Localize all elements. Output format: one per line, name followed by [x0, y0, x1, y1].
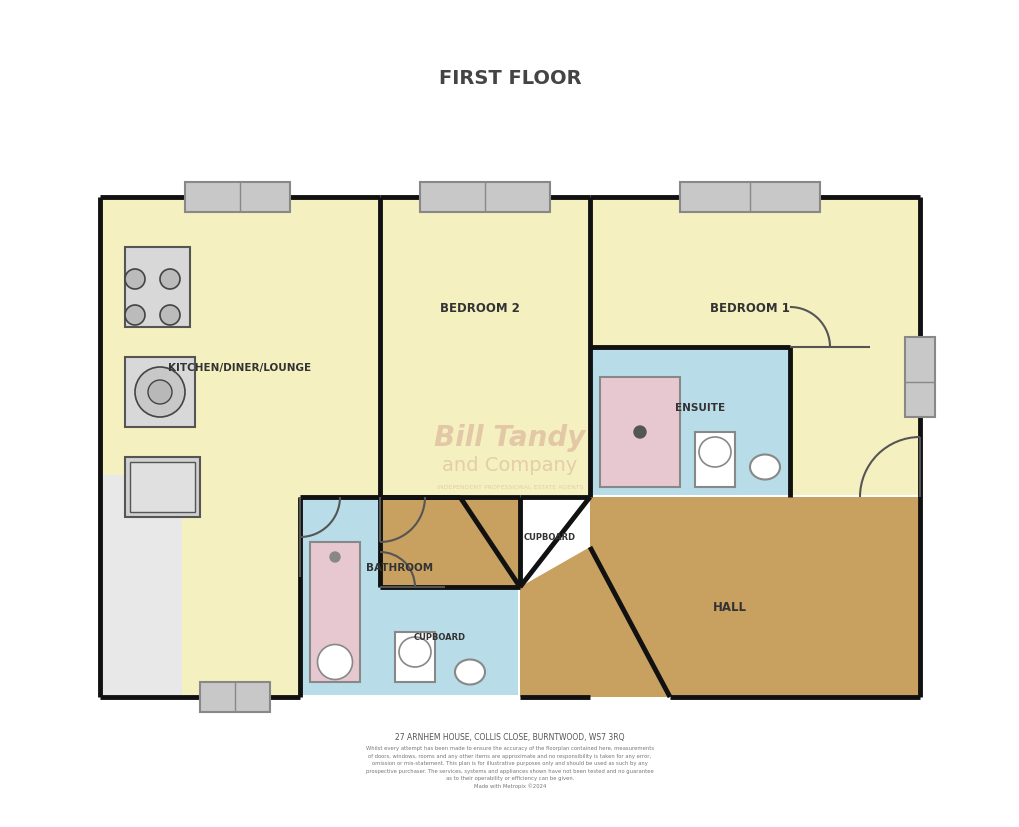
Circle shape	[160, 306, 179, 326]
Bar	[680, 183, 819, 213]
Bar	[694, 433, 735, 487]
Bar	[102, 476, 181, 696]
Text: FIRST FLOOR: FIRST FLOOR	[438, 69, 581, 88]
Bar	[520, 587, 589, 697]
Ellipse shape	[317, 645, 353, 680]
Text: Whilst every attempt has been made to ensure the accuracy of the floorplan conta: Whilst every attempt has been made to en…	[366, 746, 653, 789]
Ellipse shape	[749, 455, 780, 480]
Text: INDEPENDENT PROFESSIONAL ESTATE AGENTS: INDEPENDENT PROFESSIONAL ESTATE AGENTS	[436, 485, 583, 490]
Bar	[904, 337, 934, 418]
Circle shape	[135, 367, 184, 418]
Bar	[125, 357, 195, 428]
Bar	[200, 682, 270, 712]
Circle shape	[125, 270, 145, 289]
Text: CUPBOARD: CUPBOARD	[524, 533, 576, 542]
Text: BATHROOM: BATHROOM	[366, 562, 433, 572]
Bar	[420, 183, 549, 213]
Ellipse shape	[698, 437, 731, 467]
Text: BEDROOM 2: BEDROOM 2	[439, 301, 520, 314]
Bar	[591, 200, 917, 495]
Bar	[125, 457, 200, 518]
Text: BEDROOM 1: BEDROOM 1	[709, 301, 789, 314]
Bar	[310, 543, 360, 682]
Polygon shape	[520, 497, 919, 697]
Circle shape	[330, 552, 339, 562]
Bar	[102, 200, 378, 696]
Bar	[599, 378, 680, 487]
Text: KITCHEN/DINER/LOUNGE: KITCHEN/DINER/LOUNGE	[168, 362, 311, 372]
Circle shape	[148, 380, 172, 404]
Bar	[184, 183, 289, 213]
Text: and Company: and Company	[442, 456, 577, 475]
Bar	[382, 200, 587, 495]
Bar	[125, 248, 190, 327]
Text: CUPBOARD: CUPBOARD	[414, 633, 466, 642]
Polygon shape	[380, 497, 520, 587]
Circle shape	[160, 270, 179, 289]
Ellipse shape	[454, 660, 484, 685]
Bar	[302, 500, 518, 696]
Circle shape	[634, 427, 645, 438]
Ellipse shape	[398, 638, 431, 667]
Bar	[129, 462, 195, 513]
Bar	[591, 350, 788, 495]
Text: 27 ARNHEM HOUSE, COLLIS CLOSE, BURNTWOOD, WS7 3RQ: 27 ARNHEM HOUSE, COLLIS CLOSE, BURNTWOOD…	[394, 733, 624, 742]
Text: Bill Tandy: Bill Tandy	[434, 423, 585, 452]
Bar	[394, 632, 434, 682]
Text: ENSUITE: ENSUITE	[675, 403, 725, 413]
Text: HALL: HALL	[712, 600, 746, 614]
Circle shape	[125, 306, 145, 326]
